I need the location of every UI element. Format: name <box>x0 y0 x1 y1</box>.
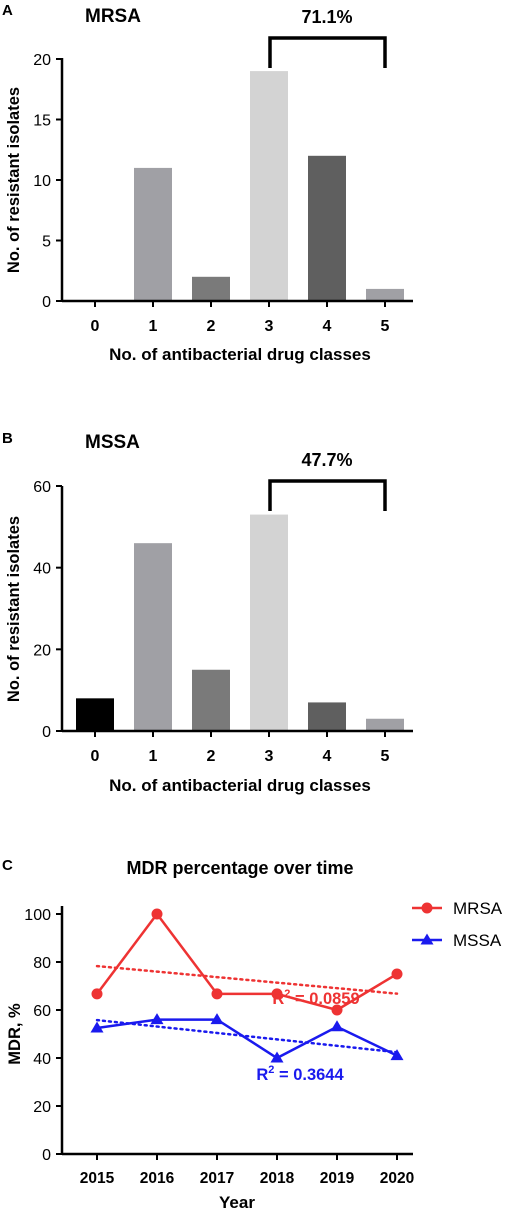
mssa-point-2019 <box>330 1020 344 1032</box>
mrsa-r2-label: R2 = 0.0859 <box>272 988 359 1008</box>
c-y-tick-label: 40 <box>33 1051 51 1068</box>
panel-b-bracket <box>268 479 387 511</box>
a-y-tick-label: 10 <box>33 173 51 190</box>
panel-a-bracket-label: 71.1% <box>301 7 352 27</box>
panel-a-y-ticks: 0 5 10 15 20 <box>33 52 62 311</box>
a-y-tick-label: 20 <box>33 52 51 69</box>
mssa-trendline <box>95 1018 399 1054</box>
c-y-tick-label: 0 <box>42 1147 51 1164</box>
b-x-tick-label: 5 <box>381 748 390 765</box>
panel-b-bars <box>76 514 404 731</box>
a-bar-1 <box>134 167 172 301</box>
c-y-tick-label: 20 <box>33 1099 51 1116</box>
legend-item-mssa: MSSA <box>412 931 502 950</box>
mrsa-point-2015 <box>91 988 103 1000</box>
panel-b-y-axis-label: No. of resistant isolates <box>5 516 23 702</box>
panel-c-title: MDR percentage over time <box>126 858 353 878</box>
panel-b-letter: B <box>2 430 13 447</box>
a-y-tick-label: 5 <box>42 234 51 251</box>
legend-label-mrsa: MRSA <box>453 899 503 918</box>
mssa-r2-label: R2 = 0.3644 <box>256 1064 344 1084</box>
a-bar-3 <box>250 71 288 301</box>
b-x-tick-label: 0 <box>91 748 100 765</box>
c-x-tick-label: 2016 <box>140 1170 175 1187</box>
b-y-tick-label: 60 <box>33 479 51 496</box>
c-x-tick-label: 2017 <box>200 1170 234 1187</box>
mrsa-point-2016 <box>151 908 163 920</box>
mssa-point-2015 <box>90 1021 104 1033</box>
panel-c-letter: C <box>2 857 13 874</box>
panel-a-bars <box>134 71 404 301</box>
a-x-tick-label: 1 <box>149 318 158 335</box>
a-bar-5 <box>366 288 404 301</box>
b-bar-2 <box>192 669 230 731</box>
b-y-tick-label: 0 <box>42 724 51 741</box>
a-y-tick-label: 0 <box>42 294 51 311</box>
b-x-tick-label: 2 <box>207 748 216 765</box>
b-bar-1 <box>134 543 172 731</box>
panel-b: B MSSA 0 20 40 60 0 1 2 3 4 5 47.7% No. of resis… <box>2 430 413 795</box>
panel-a-title: MRSA <box>85 6 141 27</box>
c-x-tick-label: 2020 <box>380 1170 414 1187</box>
mssa-point-2018 <box>270 1051 284 1063</box>
a-bar-4 <box>308 155 346 301</box>
mssa-point-2020 <box>390 1049 404 1061</box>
panel-b-bracket-label: 47.7% <box>301 450 352 470</box>
mrsa-point-2017 <box>211 988 223 1000</box>
b-bar-5 <box>366 718 404 731</box>
a-x-tick-label: 3 <box>265 318 274 335</box>
panel-a-bracket <box>268 36 387 68</box>
panel-c-series <box>90 908 404 1063</box>
mrsa-trendline <box>95 964 399 995</box>
a-x-tick-label: 0 <box>91 318 100 335</box>
panel-b-title: MSSA <box>85 432 140 453</box>
panel-c-y-ticks: 0 20 40 60 80 100 <box>24 907 62 1164</box>
a-x-tick-label: 5 <box>381 318 390 335</box>
mrsa-point-2018 <box>271 988 283 1000</box>
c-y-tick-label: 80 <box>33 955 51 972</box>
legend-label-mssa: MSSA <box>453 931 502 950</box>
b-bar-0 <box>76 698 114 731</box>
legend-item-mrsa: MRSA <box>412 899 503 918</box>
c-x-tick-label: 2015 <box>80 1170 115 1187</box>
mrsa-series-line <box>96 911 398 1012</box>
b-y-tick-label: 40 <box>33 561 51 578</box>
panel-c-x-axis-label: Year <box>219 1193 255 1212</box>
c-y-tick-label: 60 <box>33 1003 51 1020</box>
panel-b-x-ticks: 0 1 2 3 4 5 <box>91 731 390 765</box>
mssa-series-line <box>96 1018 398 1060</box>
b-x-tick-label: 4 <box>323 748 332 765</box>
panel-c: C MDR percentage over time 020406080100 … <box>2 857 503 1212</box>
b-y-tick-label: 20 <box>33 642 51 659</box>
panel-a-y-axis-label: No. of resistant isolates <box>5 87 23 273</box>
c-y-tick-label: 100 <box>24 907 51 924</box>
panel-b-y-ticks: 0 20 40 60 <box>33 479 62 741</box>
panel-a-letter: A <box>2 2 13 19</box>
panel-a: A MRSA 0 5 10 15 20 0 1 2 3 4 5 71.1% No. of resi… <box>2 2 413 364</box>
mssa-point-2017 <box>210 1013 224 1025</box>
a-x-tick-label: 4 <box>323 318 332 335</box>
c-x-tick-label: 2019 <box>320 1170 355 1187</box>
panel-a-x-ticks: 0 1 2 3 4 5 <box>91 301 390 335</box>
panel-c-x-ticks: 2015 2016 2017 2018 2019 2020 <box>80 1154 414 1187</box>
mrsa-point-2019 <box>331 1004 343 1016</box>
b-bar-4 <box>308 702 346 731</box>
mrsa-point-2020 <box>391 968 403 980</box>
b-x-tick-label: 1 <box>149 748 158 765</box>
panel-b-x-axis-label: No. of antibacterial drug classes <box>109 776 371 795</box>
a-y-tick-label: 15 <box>33 113 51 130</box>
b-bar-3 <box>250 514 288 731</box>
a-x-tick-label: 2 <box>207 318 216 335</box>
mssa-point-2016 <box>150 1013 164 1025</box>
panel-c-y-axis-label: MDR, % <box>6 1003 24 1065</box>
c-x-tick-label: 2018 <box>260 1170 295 1187</box>
b-x-tick-label: 3 <box>265 748 274 765</box>
panel-c-trendlines <box>95 964 399 1054</box>
panel-a-x-axis-label: No. of antibacterial drug classes <box>109 345 371 364</box>
a-bar-2 <box>192 276 230 301</box>
legend: MRSA MSSA <box>412 899 503 950</box>
